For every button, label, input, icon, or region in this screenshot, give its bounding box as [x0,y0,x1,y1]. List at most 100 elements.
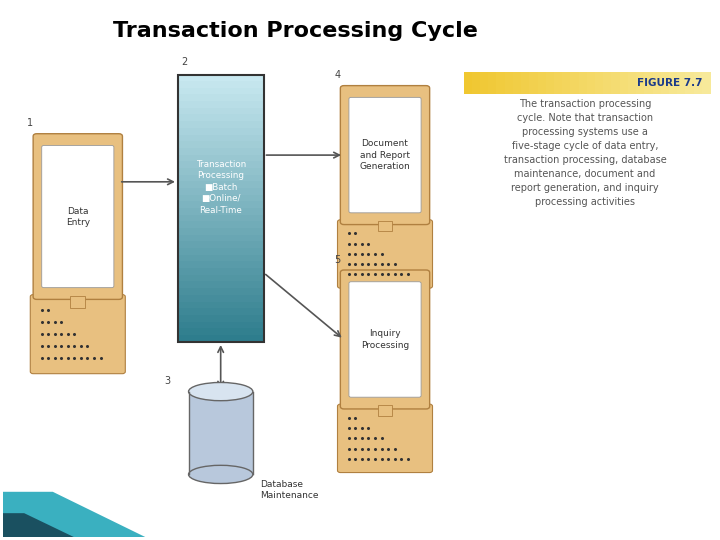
Bar [178,75,264,342]
Text: 1: 1 [27,118,33,129]
Text: Inquiry
Processing: Inquiry Processing [361,329,409,349]
Bar [178,235,264,242]
Bar [628,72,637,93]
Ellipse shape [189,382,253,401]
Bar [178,315,264,322]
Bar [178,301,264,309]
Text: 4: 4 [334,70,341,80]
Bar [178,94,264,102]
Bar [636,72,645,93]
Bar [538,72,546,93]
Bar [652,72,662,93]
Bar [488,72,498,93]
Bar [178,255,264,262]
Bar [178,75,264,82]
Text: 5: 5 [334,255,341,265]
Bar [472,72,481,93]
Bar [189,392,253,475]
FancyBboxPatch shape [30,295,125,374]
FancyBboxPatch shape [42,145,114,288]
Bar [178,134,264,141]
Bar [178,81,264,88]
Text: FIGURE 7.7: FIGURE 7.7 [637,78,703,88]
Bar [611,72,621,93]
Bar [521,72,530,93]
Bar [546,72,554,93]
Bar [595,72,604,93]
FancyBboxPatch shape [341,270,430,409]
Bar [377,221,392,231]
Text: Document
and Report
Generation: Document and Report Generation [359,139,410,171]
Bar [554,72,563,93]
Bar [178,322,264,329]
Text: Transaction
Processing
■Batch
■Online/
Real-Time: Transaction Processing ■Batch ■Online/ R… [196,160,246,214]
Text: The transaction processing
cycle. Note that transaction
processing systems use a: The transaction processing cycle. Note t… [504,99,667,207]
Bar [685,72,694,93]
Bar [579,72,588,93]
FancyBboxPatch shape [338,404,433,472]
Bar [178,88,264,95]
Bar [178,101,264,109]
Text: Transaction Processing Cycle: Transaction Processing Cycle [113,22,478,42]
Bar [178,308,264,315]
Bar [178,194,264,202]
Text: 2: 2 [181,57,188,67]
Bar [661,72,670,93]
Bar [513,72,522,93]
Bar [178,161,264,168]
Bar [603,72,612,93]
Bar [178,128,264,135]
Bar [669,72,678,93]
Bar [178,228,264,235]
Bar [178,181,264,188]
Bar [178,268,264,275]
FancyBboxPatch shape [349,282,421,397]
Bar [178,328,264,335]
Bar [678,72,686,93]
Bar [178,121,264,129]
Text: Database
Maintenance: Database Maintenance [260,480,318,500]
Bar [178,261,264,269]
Bar [178,281,264,289]
FancyBboxPatch shape [349,97,421,213]
Bar [529,72,539,93]
Bar [178,154,264,162]
Bar [693,72,703,93]
FancyBboxPatch shape [341,86,430,225]
Text: 3: 3 [165,376,171,386]
Bar [178,335,264,342]
Bar [644,72,653,93]
Bar [178,174,264,182]
Bar [570,72,580,93]
Bar [178,295,264,302]
Bar [464,72,472,93]
Bar [587,72,595,93]
Bar [178,141,264,148]
FancyBboxPatch shape [338,220,433,288]
Bar [178,148,264,155]
Bar [620,72,629,93]
Bar [178,108,264,115]
Bar [178,168,264,175]
Bar [71,296,85,308]
Text: Data
Entry: Data Entry [66,206,90,227]
Polygon shape [3,492,145,537]
Bar [505,72,513,93]
Bar [178,221,264,228]
Bar [480,72,489,93]
Polygon shape [3,513,74,537]
Ellipse shape [189,465,253,483]
Bar [178,288,264,295]
Bar [562,72,571,93]
Bar [377,405,392,416]
FancyBboxPatch shape [33,134,122,299]
Bar [178,188,264,195]
Bar [178,114,264,122]
Bar [178,215,264,222]
Bar [178,275,264,282]
Bar [178,201,264,208]
Bar [702,72,711,93]
Bar [178,241,264,248]
Bar [497,72,505,93]
Bar [178,248,264,255]
